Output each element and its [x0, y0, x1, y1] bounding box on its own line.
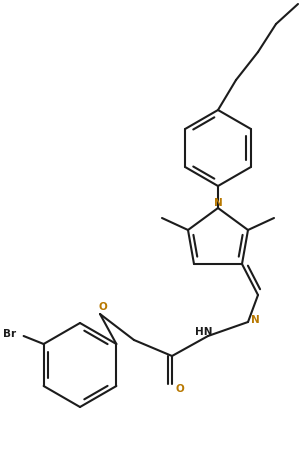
Text: HN: HN [195, 327, 213, 337]
Text: O: O [176, 384, 185, 394]
Text: O: O [99, 302, 107, 312]
Text: N: N [214, 198, 222, 208]
Text: Br: Br [3, 329, 16, 339]
Text: N: N [251, 315, 259, 325]
